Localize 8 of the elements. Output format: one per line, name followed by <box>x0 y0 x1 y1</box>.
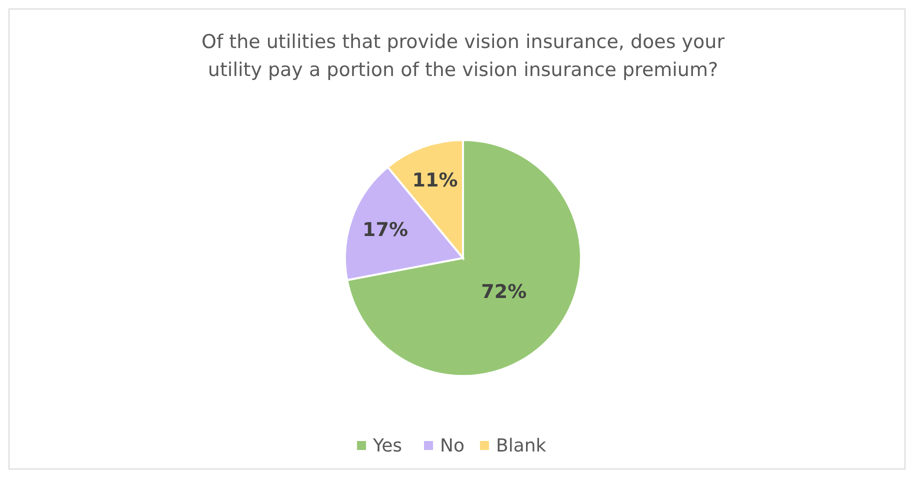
data-label: 11% <box>412 169 458 192</box>
data-label: 72% <box>481 280 527 303</box>
pie-slice <box>346 139 582 377</box>
legend-label: Yes <box>372 436 402 456</box>
chart-title: Of the utilities that provide vision insurance, does your utility pay a portion of the vision insurance premium? <box>201 31 725 81</box>
legend-label: No <box>440 436 464 456</box>
legend-label: Blank <box>496 436 547 456</box>
data-label: 17% <box>362 219 408 242</box>
